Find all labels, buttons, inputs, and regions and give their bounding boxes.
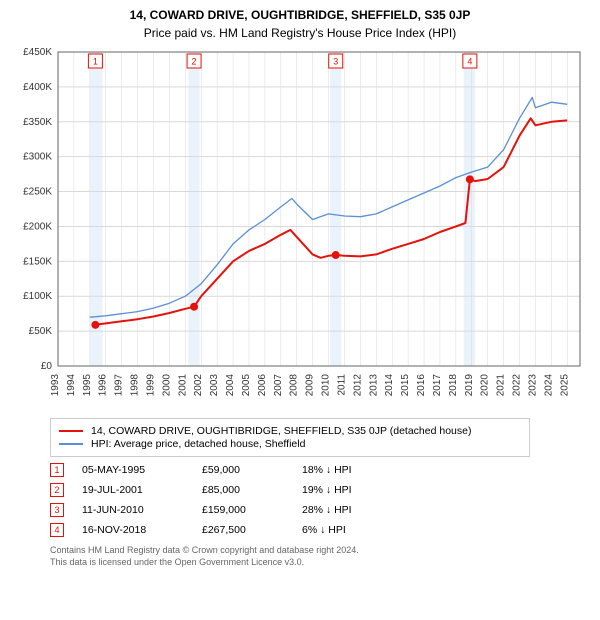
svg-text:1993: 1993 bbox=[50, 374, 61, 397]
svg-text:2005: 2005 bbox=[241, 374, 252, 397]
event-diff: 18% ↓ HPI bbox=[302, 464, 382, 476]
chart-title-sub: Price paid vs. HM Land Registry's House … bbox=[10, 26, 590, 40]
svg-text:2023: 2023 bbox=[527, 374, 538, 397]
event-row: 1 05-MAY-1995£59,00018% ↓ HPI bbox=[50, 463, 590, 477]
svg-text:2009: 2009 bbox=[305, 374, 316, 397]
event-row: 4 16-NOV-2018£267,5006% ↓ HPI bbox=[50, 523, 590, 537]
footer-line1: Contains HM Land Registry data © Crown c… bbox=[50, 545, 590, 557]
svg-text:2008: 2008 bbox=[289, 374, 300, 397]
event-date: 16-NOV-2018 bbox=[82, 524, 202, 536]
event-marker-icon: 3 bbox=[50, 503, 64, 517]
svg-text:£450K: £450K bbox=[23, 47, 52, 58]
svg-text:2014: 2014 bbox=[384, 374, 395, 397]
svg-text:2021: 2021 bbox=[496, 374, 507, 397]
svg-text:2024: 2024 bbox=[543, 374, 554, 397]
svg-text:2011: 2011 bbox=[336, 374, 347, 396]
svg-text:2018: 2018 bbox=[448, 374, 459, 397]
svg-text:2003: 2003 bbox=[209, 374, 220, 397]
svg-text:2016: 2016 bbox=[416, 374, 427, 397]
svg-text:2004: 2004 bbox=[225, 374, 236, 397]
event-marker-icon: 4 bbox=[50, 523, 64, 537]
event-marker-icon: 1 bbox=[50, 463, 64, 477]
svg-text:£0: £0 bbox=[41, 361, 53, 372]
footer-line2: This data is licensed under the Open Gov… bbox=[50, 557, 590, 569]
svg-text:2019: 2019 bbox=[464, 374, 475, 397]
event-price: £159,000 bbox=[202, 504, 302, 516]
svg-text:£250K: £250K bbox=[23, 187, 52, 198]
event-diff: 6% ↓ HPI bbox=[302, 524, 382, 536]
svg-text:2: 2 bbox=[192, 57, 197, 67]
svg-text:2025: 2025 bbox=[559, 374, 570, 397]
chart-area: £0 £50K £100K £150K £200K £250K £300K £350K £400… bbox=[10, 46, 590, 410]
event-diff: 19% ↓ HPI bbox=[302, 484, 382, 496]
svg-text:1: 1 bbox=[93, 57, 98, 67]
svg-text:1998: 1998 bbox=[130, 374, 141, 397]
svg-text:3: 3 bbox=[333, 57, 338, 67]
svg-text:2002: 2002 bbox=[193, 374, 204, 397]
chart-legend: 14, COWARD DRIVE, OUGHTIBRIDGE, SHEFFIEL… bbox=[50, 418, 530, 457]
event-marker-icon: 2 bbox=[50, 483, 64, 497]
legend-label-property: 14, COWARD DRIVE, OUGHTIBRIDGE, SHEFFIEL… bbox=[91, 425, 471, 437]
svg-text:£150K: £150K bbox=[23, 256, 52, 267]
line-chart-svg: £0 £50K £100K £150K £200K £250K £300K £350K £400… bbox=[10, 46, 590, 410]
svg-text:£400K: £400K bbox=[23, 82, 52, 93]
svg-text:1995: 1995 bbox=[82, 374, 93, 397]
legend-row-hpi: HPI: Average price, detached house, Shef… bbox=[59, 438, 521, 450]
svg-text:2000: 2000 bbox=[161, 374, 172, 397]
svg-text:1994: 1994 bbox=[66, 374, 77, 397]
event-diff: 28% ↓ HPI bbox=[302, 504, 382, 516]
event-row: 3 11-JUN-2010£159,00028% ↓ HPI bbox=[50, 503, 590, 517]
svg-text:4: 4 bbox=[467, 57, 472, 67]
svg-text:£50K: £50K bbox=[29, 326, 53, 337]
svg-text:2006: 2006 bbox=[257, 374, 268, 397]
footer-attribution: Contains HM Land Registry data © Crown c… bbox=[50, 545, 590, 568]
svg-text:2007: 2007 bbox=[273, 374, 284, 397]
svg-text:1997: 1997 bbox=[114, 374, 125, 397]
svg-text:1999: 1999 bbox=[145, 374, 156, 397]
event-price: £85,000 bbox=[202, 484, 302, 496]
svg-text:2015: 2015 bbox=[400, 374, 411, 397]
event-row: 2 19-JUL-2001£85,00019% ↓ HPI bbox=[50, 483, 590, 497]
event-date: 05-MAY-1995 bbox=[82, 464, 202, 476]
legend-swatch-property bbox=[59, 430, 83, 432]
svg-text:2012: 2012 bbox=[352, 374, 363, 397]
legend-label-hpi: HPI: Average price, detached house, Shef… bbox=[91, 438, 305, 450]
svg-text:2020: 2020 bbox=[480, 374, 491, 397]
svg-text:1996: 1996 bbox=[98, 374, 109, 397]
svg-text:2001: 2001 bbox=[177, 374, 188, 397]
chart-title-address: 14, COWARD DRIVE, OUGHTIBRIDGE, SHEFFIEL… bbox=[10, 8, 590, 22]
event-date: 19-JUL-2001 bbox=[82, 484, 202, 496]
legend-swatch-hpi bbox=[59, 443, 83, 445]
svg-text:2010: 2010 bbox=[321, 374, 332, 397]
event-price: £267,500 bbox=[202, 524, 302, 536]
svg-text:2017: 2017 bbox=[432, 374, 443, 397]
svg-text:£350K: £350K bbox=[23, 117, 52, 128]
event-date: 11-JUN-2010 bbox=[82, 504, 202, 516]
svg-text:£200K: £200K bbox=[23, 221, 52, 232]
svg-text:2013: 2013 bbox=[368, 374, 379, 397]
event-price: £59,000 bbox=[202, 464, 302, 476]
event-list: 1 05-MAY-1995£59,00018% ↓ HPI 2 19-JUL-2001… bbox=[50, 463, 590, 537]
legend-row-property: 14, COWARD DRIVE, OUGHTIBRIDGE, SHEFFIEL… bbox=[59, 425, 521, 437]
svg-text:£300K: £300K bbox=[23, 152, 52, 163]
svg-text:2022: 2022 bbox=[512, 374, 523, 397]
svg-text:£100K: £100K bbox=[23, 291, 52, 302]
